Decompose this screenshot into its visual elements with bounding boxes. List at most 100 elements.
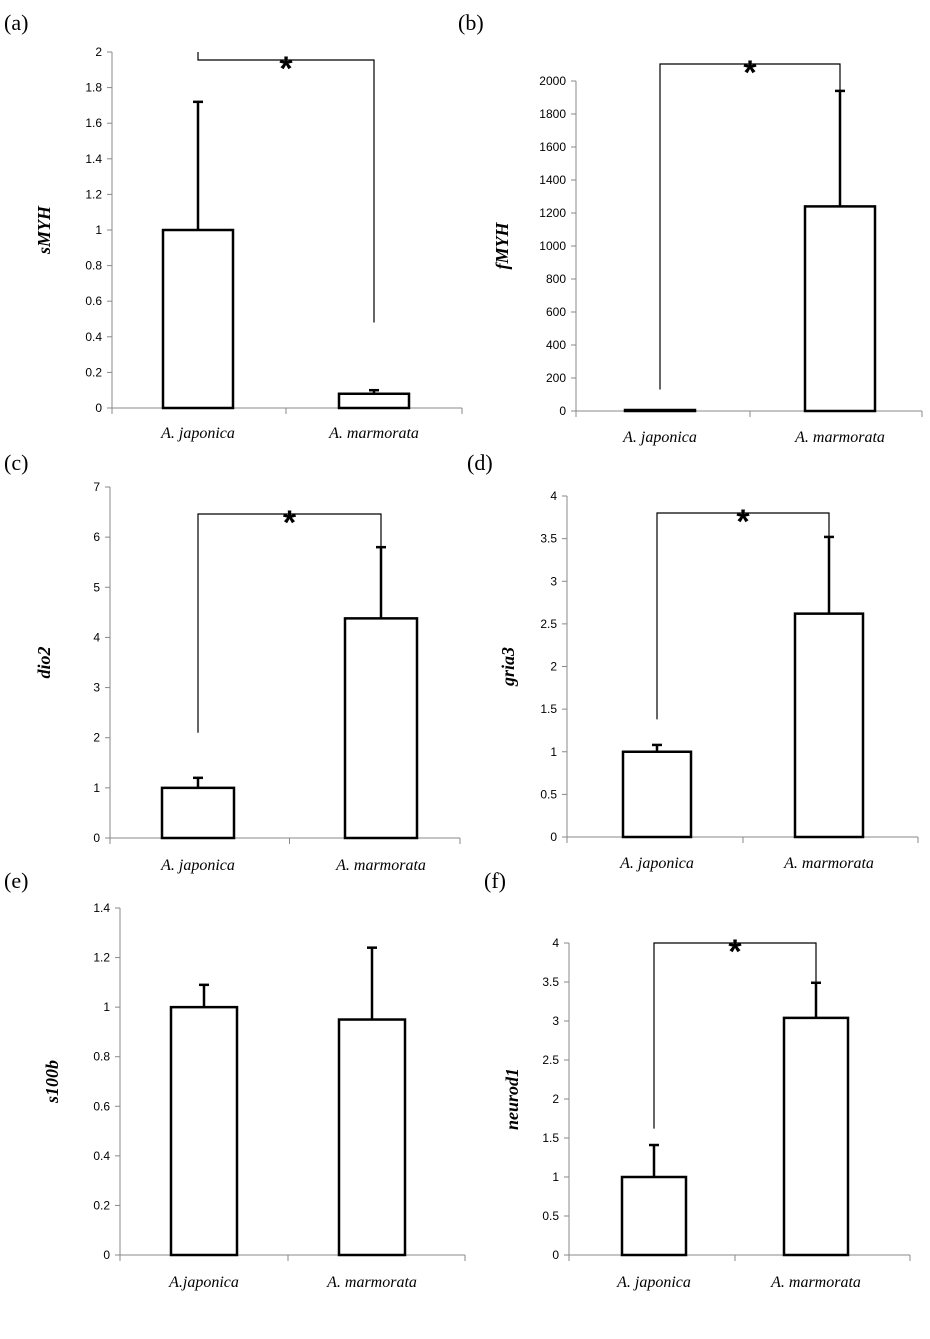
- y-tick-label: 0: [95, 401, 102, 415]
- chart-panel-2: (c) 0 1 2 3 4 5 6 7 A. japonica A. marmorata dio2 *: [4, 450, 461, 874]
- category-label: A. japonica: [616, 1274, 691, 1291]
- panel-letter: (f): [484, 868, 506, 893]
- y-tick-label: 2: [95, 45, 102, 59]
- category-label: A. japonica: [619, 855, 694, 872]
- panel-letter: (a): [4, 10, 28, 35]
- significance-marker: *: [736, 503, 750, 541]
- panel-letter: (b): [458, 10, 484, 35]
- y-tick-label: 2: [552, 1092, 559, 1106]
- y-tick-label: 1: [95, 223, 102, 237]
- chart-panel-3: (d) 0 0.5 1 1.5 2 2.5 3 3.5 4 A. japonica A. marmor…: [467, 450, 919, 872]
- category-label: A. marmorata: [783, 855, 874, 872]
- y-tick-label: 5: [93, 580, 100, 594]
- significance-bracket: [197, 52, 375, 323]
- y-tick-label: 1.2: [93, 951, 110, 965]
- chart-panel-0: (a) 0 0.2 0.4 0.6 0.8 1 1.2 1.4 1.6 1.8 2 A. japonic…: [4, 10, 463, 442]
- bar: [782, 1016, 850, 1257]
- y-axis-title: fMYH: [492, 222, 512, 270]
- significance-bracket: [656, 512, 830, 720]
- y-axis-title: s100b: [42, 1060, 62, 1104]
- y-axis-title: gria3: [498, 647, 518, 687]
- chart-panel-1: (b) 0 200 400 600 800 1000 1200 1400 1600 1800 2000…: [458, 10, 923, 446]
- y-axis-title: sMYH: [34, 205, 54, 255]
- y-tick-label: 1: [550, 745, 557, 759]
- y-tick-label: 1.8: [85, 81, 102, 95]
- significance-marker: *: [728, 933, 742, 971]
- y-tick-label: 7: [93, 480, 100, 494]
- y-tick-label: 2.5: [540, 617, 557, 631]
- y-tick-label: 0.2: [85, 365, 102, 379]
- panel-letter: (d): [467, 450, 493, 475]
- y-tick-label: 3: [93, 681, 100, 695]
- y-tick-label: 2000: [539, 74, 566, 88]
- y-axis-title: dio2: [34, 646, 54, 678]
- bar: [803, 205, 877, 413]
- panel-letter: (e): [4, 868, 28, 893]
- category-label: A. marmorata: [328, 425, 419, 442]
- y-tick-label: 6: [93, 530, 100, 544]
- category-label: A. japonica: [160, 857, 235, 874]
- y-tick-label: 0.8: [85, 259, 102, 273]
- y-tick-label: 1800: [539, 107, 566, 121]
- y-tick-label: 3: [552, 1014, 559, 1028]
- y-tick-label: 0: [550, 830, 557, 844]
- y-tick-label: 0: [103, 1248, 110, 1262]
- y-tick-label: 200: [546, 371, 566, 385]
- y-tick-label: 2: [93, 731, 100, 745]
- y-tick-label: 0.5: [542, 1209, 559, 1223]
- y-tick-label: 2: [550, 660, 557, 674]
- significance-bracket: [659, 63, 841, 390]
- y-tick-label: 0.8: [93, 1050, 110, 1064]
- y-tick-label: 0: [552, 1248, 559, 1262]
- y-tick-label: 1.5: [542, 1131, 559, 1145]
- panel-letter: (c): [4, 450, 28, 475]
- category-label: A. marmorata: [335, 857, 426, 874]
- bar: [337, 1018, 407, 1257]
- significance-bracket: [653, 942, 817, 1129]
- y-tick-label: 1: [103, 1000, 110, 1014]
- y-tick-label: 600: [546, 305, 566, 319]
- significance-marker: *: [279, 50, 293, 88]
- y-axis-title: neurod1: [502, 1068, 522, 1130]
- chart-panel-5: (f) 0 0.5 1 1.5 2 2.5 3 3.5 4 A. japonica A. marmor…: [484, 868, 911, 1291]
- y-tick-label: 3: [550, 574, 557, 588]
- bar: [620, 1175, 688, 1257]
- bar: [793, 612, 865, 839]
- significance-bracket: [197, 513, 382, 733]
- y-tick-label: 3.5: [540, 532, 557, 546]
- y-tick-label: 0: [93, 831, 100, 845]
- y-tick-label: 1400: [539, 173, 566, 187]
- bar: [161, 228, 235, 410]
- category-label: A. japonica: [160, 425, 235, 442]
- y-tick-label: 1600: [539, 140, 566, 154]
- category-label: A.japonica: [168, 1274, 239, 1291]
- bar: [160, 786, 236, 840]
- bar: [623, 408, 697, 413]
- y-tick-label: 1: [552, 1170, 559, 1184]
- y-tick-label: 0: [559, 404, 566, 418]
- y-tick-label: 1: [93, 781, 100, 795]
- y-tick-label: 0.6: [85, 294, 102, 308]
- bar: [621, 750, 693, 839]
- bar: [337, 392, 411, 410]
- y-tick-label: 3.5: [542, 975, 559, 989]
- significance-marker: *: [743, 54, 757, 92]
- y-tick-label: 0.6: [93, 1099, 110, 1113]
- y-tick-label: 4: [93, 630, 100, 644]
- category-label: A. japonica: [622, 429, 697, 446]
- significance-marker: *: [283, 504, 297, 542]
- y-tick-label: 4: [552, 936, 559, 950]
- y-tick-label: 0.4: [85, 330, 102, 344]
- y-tick-label: 1.4: [93, 901, 110, 915]
- y-tick-label: 4: [550, 489, 557, 503]
- y-tick-label: 1.2: [85, 187, 102, 201]
- y-tick-label: 400: [546, 338, 566, 352]
- category-label: A. marmorata: [794, 429, 885, 446]
- category-label: A. marmorata: [326, 1274, 417, 1291]
- chart-panel-4: (e) 0 0.2 0.4 0.6 0.8 1 1.2 1.4 A.japonica A. marm…: [4, 868, 466, 1291]
- y-tick-label: 1200: [539, 206, 566, 220]
- y-tick-label: 2.5: [542, 1053, 559, 1067]
- y-tick-label: 1.4: [85, 152, 102, 166]
- y-tick-label: 0.4: [93, 1149, 110, 1163]
